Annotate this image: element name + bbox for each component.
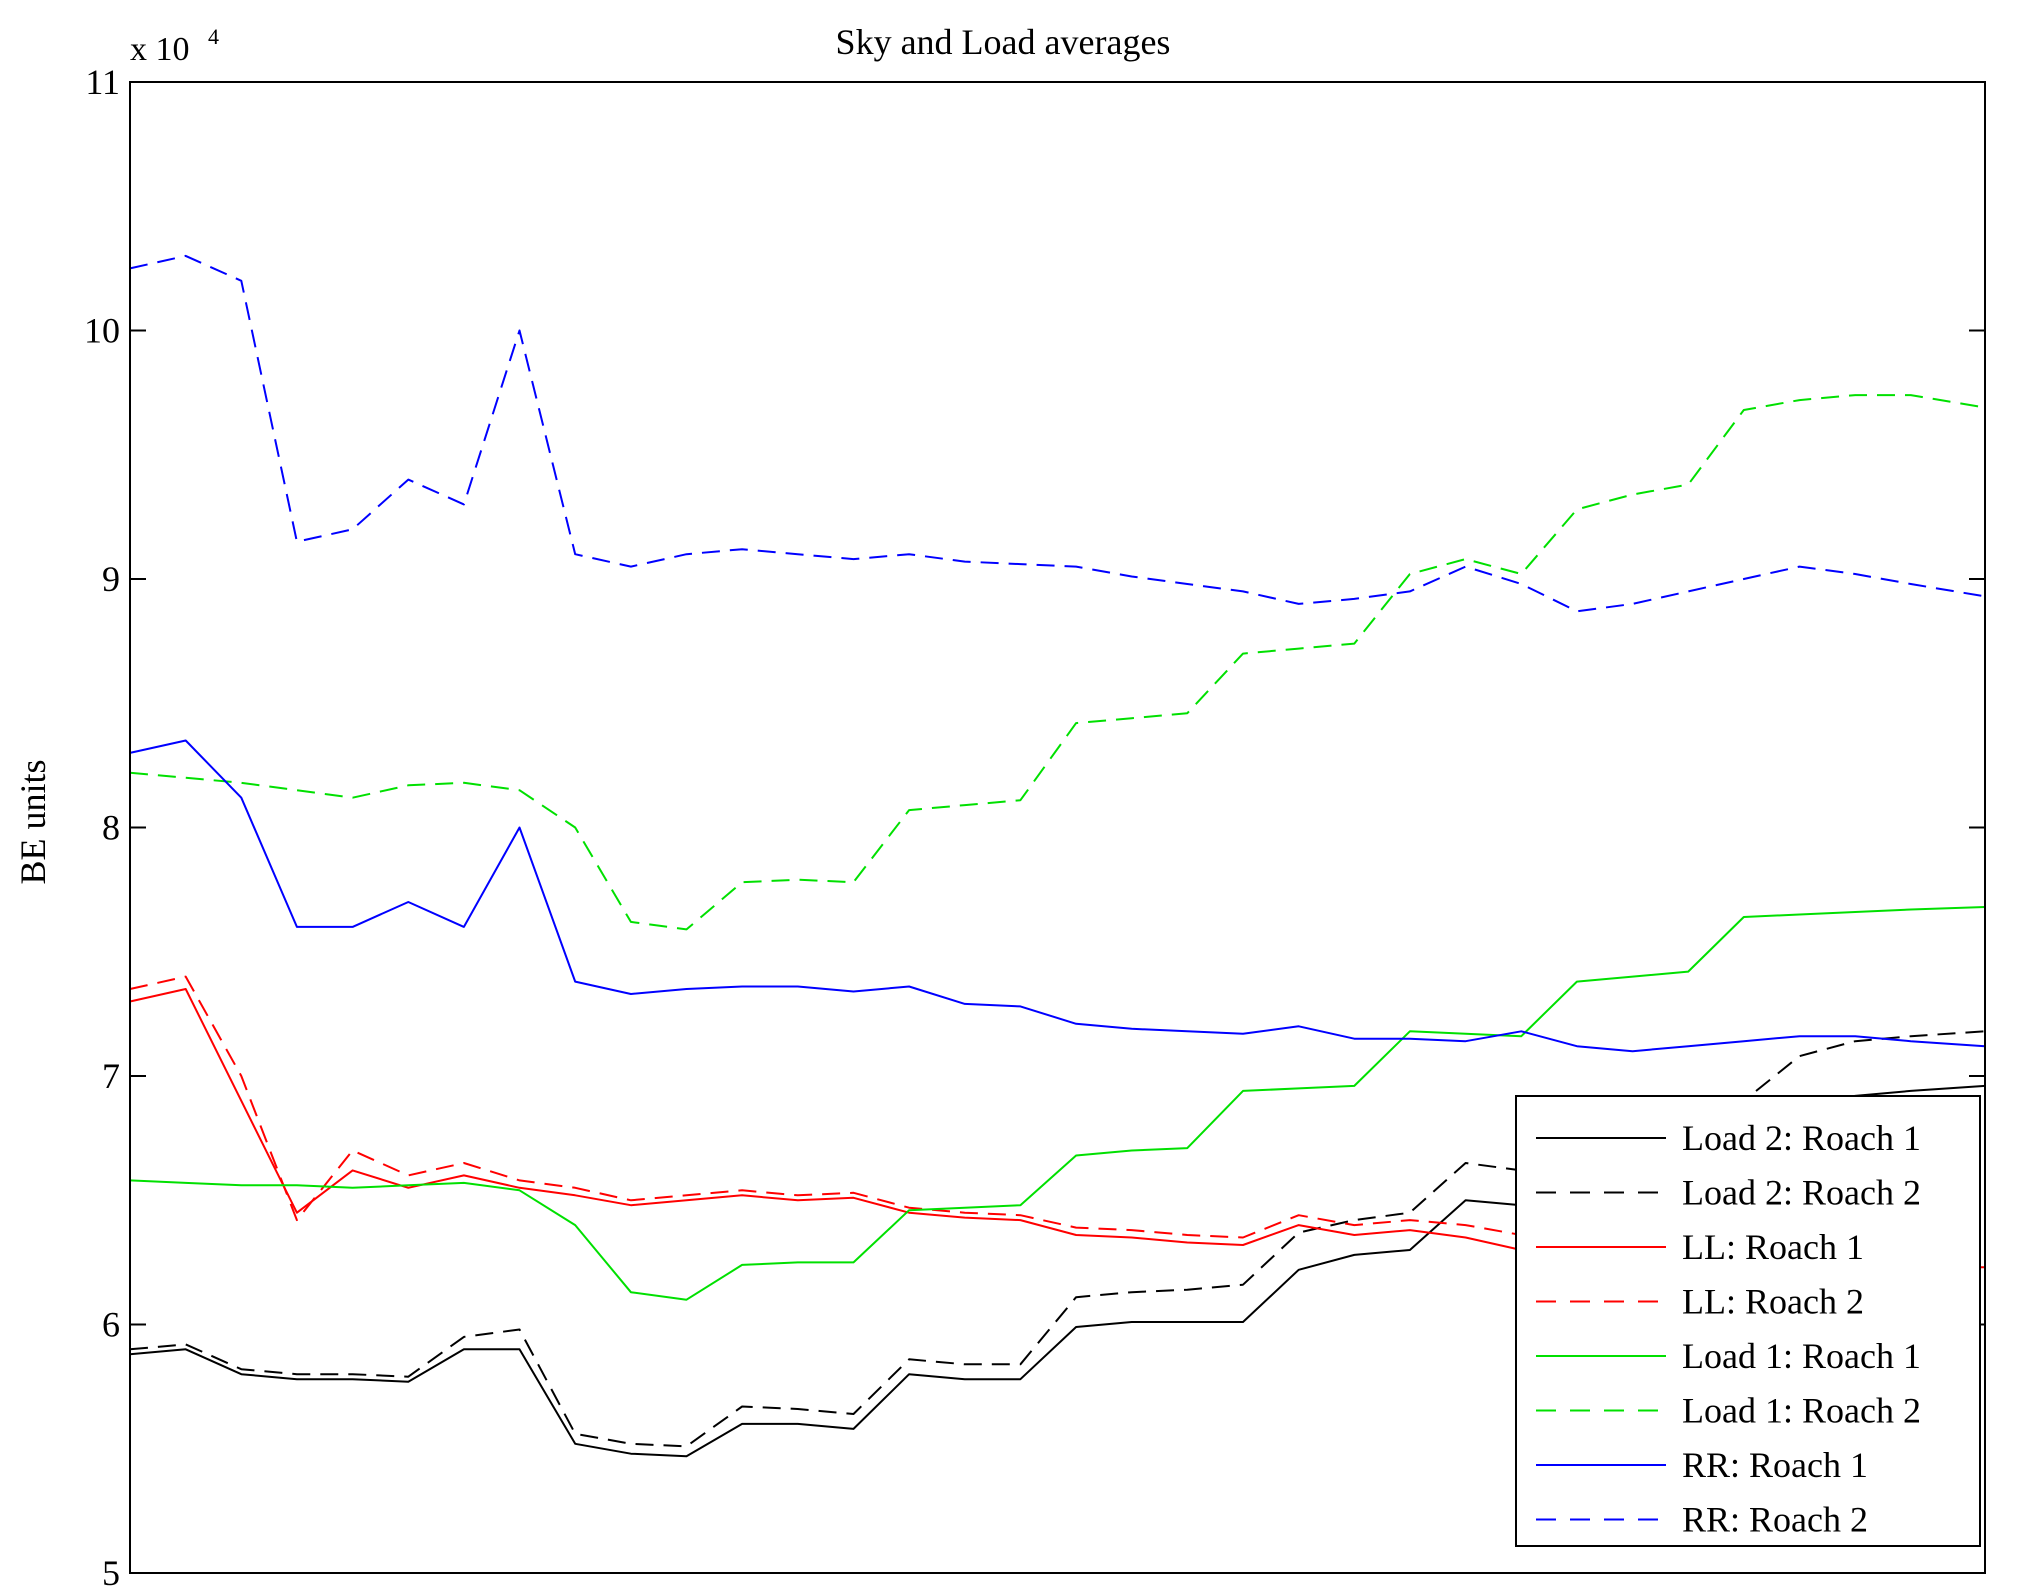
exponent-power: 4	[208, 24, 219, 49]
y-exponent-label: x 10 4	[130, 24, 219, 68]
axes: 5 6 7 8 9 10 11	[84, 62, 1986, 1592]
series-line-8	[129, 254, 1986, 613]
y-tick-label: 9	[102, 559, 120, 599]
legend-label: Load 2: Roach 2	[1682, 1173, 1921, 1213]
legend-label: LL: Roach 2	[1682, 1282, 1864, 1322]
y-tick-label: 5	[102, 1553, 120, 1592]
legend-label: RR: Roach 2	[1682, 1500, 1868, 1540]
chart-title: Sky and Load averages	[836, 22, 1171, 62]
legend: Load 2: Roach 1 Load 2: Roach 2 LL: Roach …	[1515, 1095, 1981, 1547]
legend-label: LL: Roach 1	[1682, 1227, 1864, 1267]
series-line-7	[129, 739, 1986, 1053]
legend-label: Load 1: Roach 2	[1682, 1391, 1921, 1431]
series-line-5	[129, 906, 1986, 1301]
legend-box	[1515, 1095, 1981, 1547]
exponent-base: x 10	[130, 31, 190, 68]
y-tick-label: 6	[102, 1305, 120, 1345]
legend-label: Load 2: Roach 1	[1682, 1118, 1921, 1158]
y-tick-label: 8	[102, 808, 120, 848]
legend-label: RR: Roach 1	[1682, 1445, 1868, 1485]
y-tick-label: 11	[85, 62, 120, 102]
series-line-6	[129, 394, 1986, 931]
y-tick-label: 10	[84, 311, 120, 351]
y-axis-label: BE units	[13, 759, 53, 884]
y-tick-label: 7	[102, 1056, 120, 1096]
legend-label: Load 1: Roach 1	[1682, 1336, 1921, 1376]
